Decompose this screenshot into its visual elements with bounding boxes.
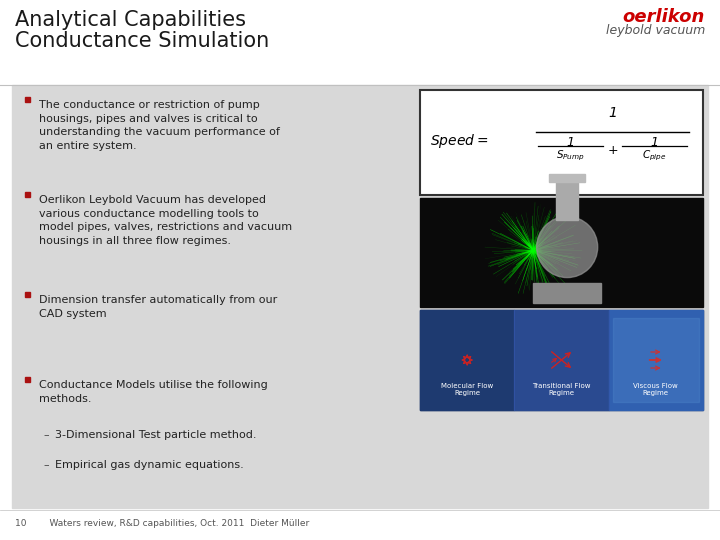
- Text: The conductance or restriction of pump
housings, pipes and valves is critical to: The conductance or restriction of pump h…: [39, 100, 280, 151]
- Bar: [25, 377, 30, 382]
- Text: Transitional Flow
Regime: Transitional Flow Regime: [532, 383, 590, 396]
- Bar: [25, 292, 30, 297]
- Text: 1: 1: [650, 136, 659, 149]
- Text: Molecular Flow
Regime: Molecular Flow Regime: [441, 383, 493, 396]
- Text: Conductance Simulation: Conductance Simulation: [15, 31, 269, 51]
- Text: $S_{Pump}$: $S_{Pump}$: [556, 149, 585, 164]
- Bar: [549, 174, 585, 181]
- Bar: [534, 284, 601, 303]
- Text: Conductance Models utilise the following
methods.: Conductance Models utilise the following…: [39, 380, 268, 403]
- Bar: [0, 0, 720, 85]
- Text: +: +: [607, 145, 618, 158]
- Text: 10        Waters review, R&D capabilities, Oct. 2011  Dieter Müller: 10 Waters review, R&D capabilities, Oct.…: [15, 519, 310, 529]
- Bar: [420, 198, 703, 307]
- Bar: [608, 310, 703, 410]
- Text: Analytical Capabilities: Analytical Capabilities: [15, 10, 246, 30]
- Text: $C_{pipe}$: $C_{pipe}$: [642, 149, 667, 164]
- Circle shape: [536, 217, 598, 278]
- Text: –: –: [43, 460, 49, 470]
- Text: –: –: [43, 430, 49, 440]
- Text: 1: 1: [608, 106, 617, 120]
- Bar: [556, 181, 578, 220]
- Text: 1: 1: [567, 136, 575, 149]
- Bar: [420, 310, 514, 410]
- Text: Dimension transfer automatically from our
CAD system: Dimension transfer automatically from ou…: [39, 295, 277, 319]
- Text: $\mathit{Speed} =$: $\mathit{Speed} =$: [430, 132, 488, 150]
- Text: Oerlikon Leybold Vacuum has developed
various conductance modelling tools to
mod: Oerlikon Leybold Vacuum has developed va…: [39, 195, 292, 246]
- Text: oerlikon: oerlikon: [623, 8, 705, 26]
- Bar: [613, 318, 699, 402]
- Bar: [420, 310, 703, 410]
- Bar: [420, 90, 703, 195]
- Text: Viscous Flow
Regime: Viscous Flow Regime: [634, 383, 678, 396]
- Bar: [25, 97, 30, 102]
- Text: Empirical gas dynamic equations.: Empirical gas dynamic equations.: [55, 460, 244, 470]
- Bar: [514, 310, 608, 410]
- Bar: [12, 85, 708, 508]
- Bar: [25, 192, 30, 197]
- Text: leybold vacuum: leybold vacuum: [606, 24, 705, 37]
- Text: 3-Dimensional Test particle method.: 3-Dimensional Test particle method.: [55, 430, 256, 440]
